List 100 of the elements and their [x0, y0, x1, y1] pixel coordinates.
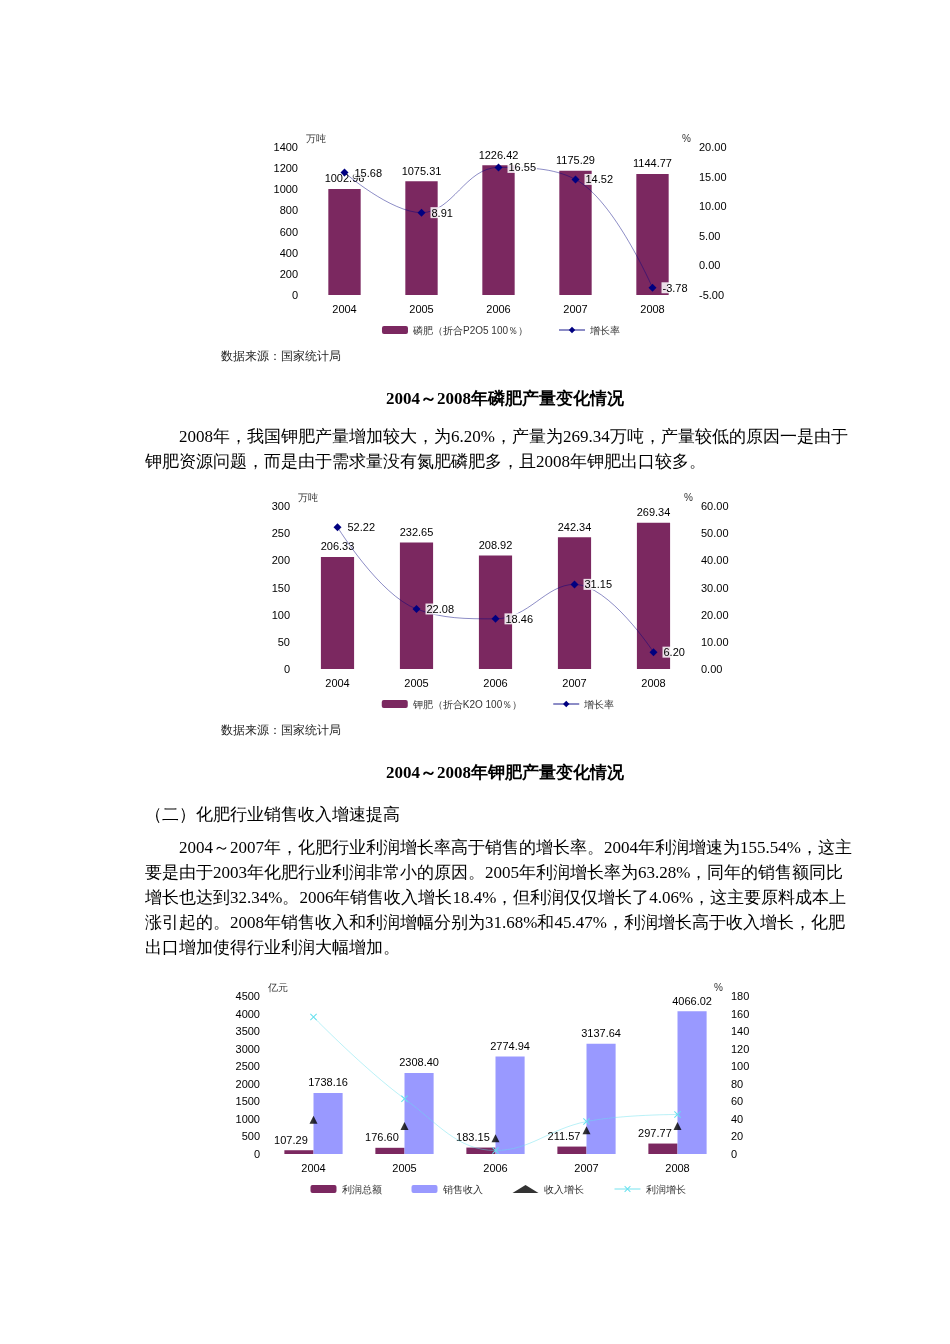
y-tick-label: 1400 — [273, 141, 298, 153]
source-note: 数据来源：国家统计局 — [221, 348, 342, 365]
y-tick-label: 2000 — [235, 1077, 260, 1090]
y2-tick-label: 180 — [731, 990, 750, 1002]
y-tick-label: 200 — [271, 554, 290, 567]
point — [494, 163, 503, 172]
data-label: 183.15 — [456, 1131, 490, 1144]
data-label: 107.29 — [274, 1133, 308, 1146]
point — [417, 208, 426, 217]
x-tick-label: 2007 — [562, 676, 587, 689]
y2-tick-label: 0 — [731, 1148, 738, 1160]
y2-axis-title: % — [684, 491, 694, 503]
legend-label: 收入增长 — [543, 1183, 584, 1195]
data-label: 4066.02 — [672, 994, 712, 1007]
x-tick-label: 2008 — [640, 302, 665, 315]
data-label: 232.65 — [399, 526, 434, 539]
legend-label: 销售收入 — [441, 1183, 483, 1195]
y-tick-label: 2500 — [235, 1060, 260, 1073]
y2-tick-label: 50.00 — [701, 527, 729, 540]
y2-tick-label: 100 — [731, 1060, 750, 1073]
data-label: 1075.31 — [401, 164, 442, 177]
source-note: 数据来源：国家统计局 — [221, 722, 342, 739]
bar — [313, 1092, 343, 1154]
point — [333, 523, 342, 532]
data-label: 52.22 — [347, 521, 376, 534]
x-tick-label: 2004 — [301, 1161, 326, 1174]
data-label: 18.46 — [505, 612, 534, 625]
y-tick-label: 0 — [253, 1148, 260, 1160]
legend-label: 利润增长 — [645, 1183, 686, 1195]
point — [309, 1115, 318, 1124]
y-axis-title: 万吨 — [298, 491, 318, 503]
data-label: 6.20 — [663, 646, 685, 659]
bar — [677, 1011, 707, 1154]
y2-tick-label: 0.00 — [701, 663, 723, 675]
y2-tick-label: 15.00 — [699, 170, 727, 183]
y-tick-label: 400 — [279, 246, 298, 259]
y2-tick-label: 5.00 — [699, 229, 721, 242]
y-tick-label: 0 — [291, 289, 298, 301]
x-tick-label: 2005 — [392, 1161, 417, 1174]
y2-tick-label: 160 — [731, 1007, 750, 1020]
y2-tick-label: 60 — [731, 1095, 744, 1108]
data-label: 1738.16 — [308, 1076, 348, 1089]
text: 2004～2008年磷肥产量变化情况 — [385, 388, 625, 410]
legend-label: 磷肥（折合P2O5 100％） — [411, 324, 529, 336]
point — [412, 605, 421, 614]
x-tick-label: 2007 — [563, 302, 588, 315]
data-label: 16.55 — [508, 161, 537, 174]
data-label: 242.34 — [557, 520, 592, 533]
data-label: 211.57 — [547, 1130, 581, 1143]
x-tick-label: 2004 — [325, 676, 350, 689]
data-label: 31.15 — [584, 578, 613, 591]
bar — [284, 1150, 314, 1154]
data-label: 1144.77 — [633, 157, 672, 170]
data-label: 22.08 — [426, 603, 455, 616]
x-tick-label: 2006 — [483, 676, 508, 689]
y-tick-label: 4500 — [235, 990, 260, 1002]
x-tick-label: 2006 — [486, 302, 511, 315]
bar — [328, 188, 361, 295]
y2-tick-label: 20 — [731, 1130, 744, 1143]
data-label: 208.92 — [478, 538, 513, 551]
y2-tick-label: 40.00 — [701, 554, 729, 567]
point — [491, 1134, 500, 1143]
y2-axis-title: % — [714, 981, 724, 993]
data-label: 176.60 — [365, 1131, 399, 1144]
y-axis-title: 亿元 — [267, 981, 288, 993]
x-tick-label: 2005 — [404, 676, 429, 689]
y-tick-label: 3000 — [235, 1042, 260, 1055]
x-tick-label: 2006 — [483, 1161, 508, 1174]
legend-label: 利润总额 — [341, 1183, 382, 1195]
bar — [320, 556, 355, 669]
y2-tick-label: 30.00 — [701, 581, 729, 594]
y2-tick-label: 40 — [731, 1112, 744, 1125]
bar — [648, 1143, 678, 1154]
data-label: 3137.64 — [581, 1027, 621, 1040]
y2-tick-label: 20.00 — [699, 141, 727, 153]
y-tick-label: 250 — [271, 527, 290, 540]
point — [310, 1013, 317, 1021]
data-label: -3.78 — [662, 281, 688, 294]
text: （二）化肥行业销售收入增速提高 — [145, 804, 401, 826]
y2-tick-label: 60.00 — [701, 500, 729, 512]
legend-label: 增长率 — [589, 324, 621, 336]
y-axis-title: 万吨 — [306, 132, 326, 144]
data-label: 297.77 — [638, 1127, 672, 1140]
y-tick-label: 800 — [279, 204, 298, 217]
y2-tick-label: 0.00 — [699, 259, 721, 272]
y-tick-label: 1000 — [235, 1112, 260, 1125]
y-tick-label: 1500 — [235, 1095, 260, 1108]
x-tick-label: 2007 — [574, 1161, 599, 1174]
bar — [375, 1147, 405, 1154]
y-tick-label: 50 — [277, 635, 290, 648]
y-tick-label: 1000 — [273, 183, 298, 196]
y-tick-label: 600 — [279, 225, 298, 238]
x-tick-label: 2008 — [665, 1161, 690, 1174]
y2-tick-label: -5.00 — [699, 289, 725, 301]
bar — [404, 1072, 434, 1154]
x-tick-label: 2005 — [409, 302, 434, 315]
point — [582, 1126, 591, 1135]
data-label: 1226.42 — [478, 148, 519, 161]
data-label: 14.52 — [585, 173, 614, 186]
point — [570, 580, 579, 589]
